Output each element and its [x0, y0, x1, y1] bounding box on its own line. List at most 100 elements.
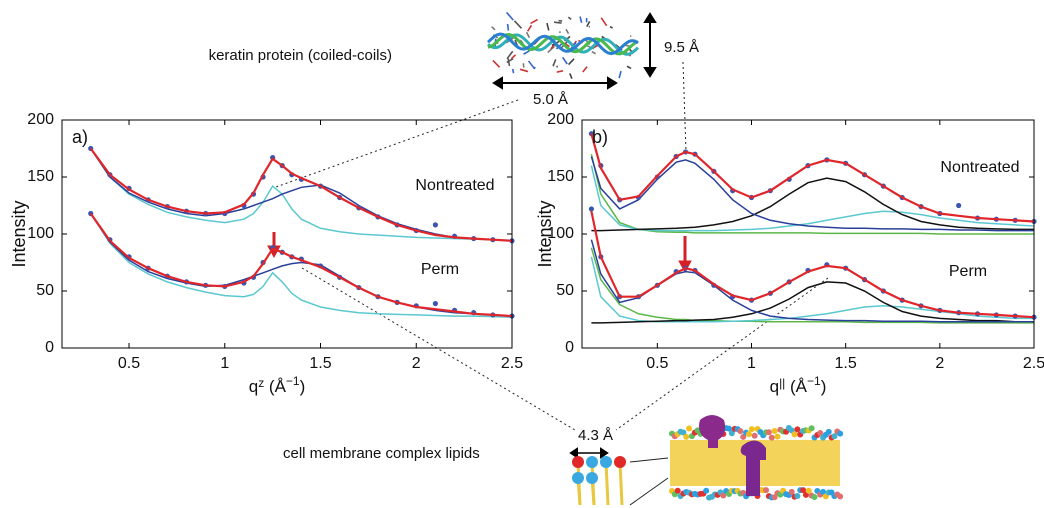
plot-frame	[581, 119, 1035, 349]
membrane-bead	[837, 493, 844, 500]
protein-image	[486, 11, 640, 80]
lipid-spacing: 4.3 Å	[578, 427, 613, 444]
fit-line	[590, 154, 1034, 235]
connector	[275, 99, 519, 188]
decorations	[267, 11, 844, 506]
lipid-head	[614, 456, 626, 468]
membrane-protein	[740, 440, 766, 496]
protein-stick	[506, 23, 510, 31]
protein-stick	[546, 22, 550, 31]
lipid-head	[586, 472, 598, 484]
x-axis-label-part: )	[821, 377, 827, 396]
protein-stick	[510, 54, 517, 60]
membrane-bead	[794, 492, 801, 499]
protein-stick	[552, 59, 557, 67]
pointer	[629, 477, 669, 506]
membrane-bead	[774, 433, 781, 440]
y-tick-label: 200	[547, 111, 574, 128]
protein-stick	[523, 50, 530, 55]
protein-stick	[561, 56, 568, 65]
membrane-bead	[788, 488, 795, 495]
membrane-bead	[800, 487, 807, 494]
y-tick-label: 200	[27, 111, 54, 128]
fit-line	[590, 156, 1034, 232]
membrane-bead	[683, 433, 690, 440]
membrane-bead	[763, 487, 770, 494]
plot-frame	[61, 119, 513, 349]
state-label: Perm	[421, 261, 459, 278]
membrane-bead	[686, 425, 693, 432]
fit-line	[90, 148, 513, 242]
protein-stick	[530, 18, 538, 25]
membrane-bead	[751, 432, 758, 439]
membrane-bead	[768, 434, 775, 441]
lipid-image	[572, 415, 844, 506]
protein-stick	[491, 26, 496, 31]
protein-stick	[513, 20, 523, 29]
lipid-head	[572, 456, 584, 468]
membrane-bead	[831, 433, 838, 440]
fit-line	[590, 133, 1035, 223]
panel-label: a)	[72, 127, 88, 147]
x-axis-label: qz (Å−1)	[249, 374, 306, 396]
fit-line	[590, 210, 1035, 319]
x-tick-label: 1	[747, 355, 756, 372]
membrane-bead	[837, 430, 844, 437]
y-tick-label: 150	[547, 168, 574, 185]
protein-stick	[609, 25, 613, 29]
protein-stick	[506, 50, 514, 60]
protein-stick	[533, 66, 536, 70]
membrane-bead	[737, 428, 744, 435]
x-axis-label-part: (Å	[264, 377, 286, 396]
y-tick-label: 50	[556, 282, 574, 299]
membrane-bead	[808, 425, 815, 432]
lipid-tail	[618, 461, 624, 506]
y-tick-label: 0	[565, 339, 574, 356]
lipid-label: cell membrane complex lipids	[283, 445, 480, 462]
y-axis-label: Intensity	[535, 200, 555, 267]
protein-height: 9.5 Å	[664, 39, 699, 56]
protein-stick	[591, 50, 596, 55]
connector	[301, 267, 576, 431]
protein-stick	[526, 24, 533, 32]
pointer	[629, 457, 669, 463]
connector	[615, 277, 829, 431]
membrane-bead	[703, 487, 710, 494]
protein-stick	[618, 70, 622, 79]
membrane-bead	[771, 428, 778, 435]
protein-stick	[506, 11, 514, 21]
x-axis-label-part: q	[770, 377, 779, 396]
x-tick-label: 2	[412, 355, 421, 372]
membrane-bead	[811, 494, 818, 501]
protein-stick	[567, 58, 575, 66]
protein-stick	[550, 44, 555, 50]
membrane-bead	[805, 487, 812, 494]
state-label: Perm	[949, 263, 987, 280]
protein-stick	[553, 21, 562, 24]
x-axis-label-part: q	[249, 377, 258, 396]
membrane-protein	[699, 415, 726, 448]
protein-stick	[567, 16, 572, 20]
data-point	[956, 202, 962, 209]
protein-stick	[586, 20, 591, 28]
membrane-bead	[726, 425, 732, 432]
protein-helix	[487, 32, 639, 56]
x-axis-label-part: z	[258, 376, 264, 390]
membrane-bead	[745, 431, 752, 438]
lipid-head	[586, 456, 598, 468]
fit-line	[90, 213, 513, 318]
membrane-bead	[817, 430, 824, 437]
fit-line	[90, 148, 513, 242]
x-axis-label-part: ||	[779, 376, 785, 390]
protein-stick	[511, 68, 515, 74]
y-axis-label: Intensity	[9, 200, 29, 267]
x-tick-label: 0.5	[118, 355, 140, 372]
x-axis-label-part: )	[300, 377, 306, 396]
data-point	[432, 300, 439, 307]
x-tick-label: 1.5	[309, 355, 331, 372]
membrane-bead	[794, 426, 801, 433]
membrane-bead	[765, 429, 772, 436]
x-tick-label: 2.5	[501, 355, 523, 372]
fit-line	[591, 281, 1034, 324]
dimension-arrow	[492, 12, 657, 459]
